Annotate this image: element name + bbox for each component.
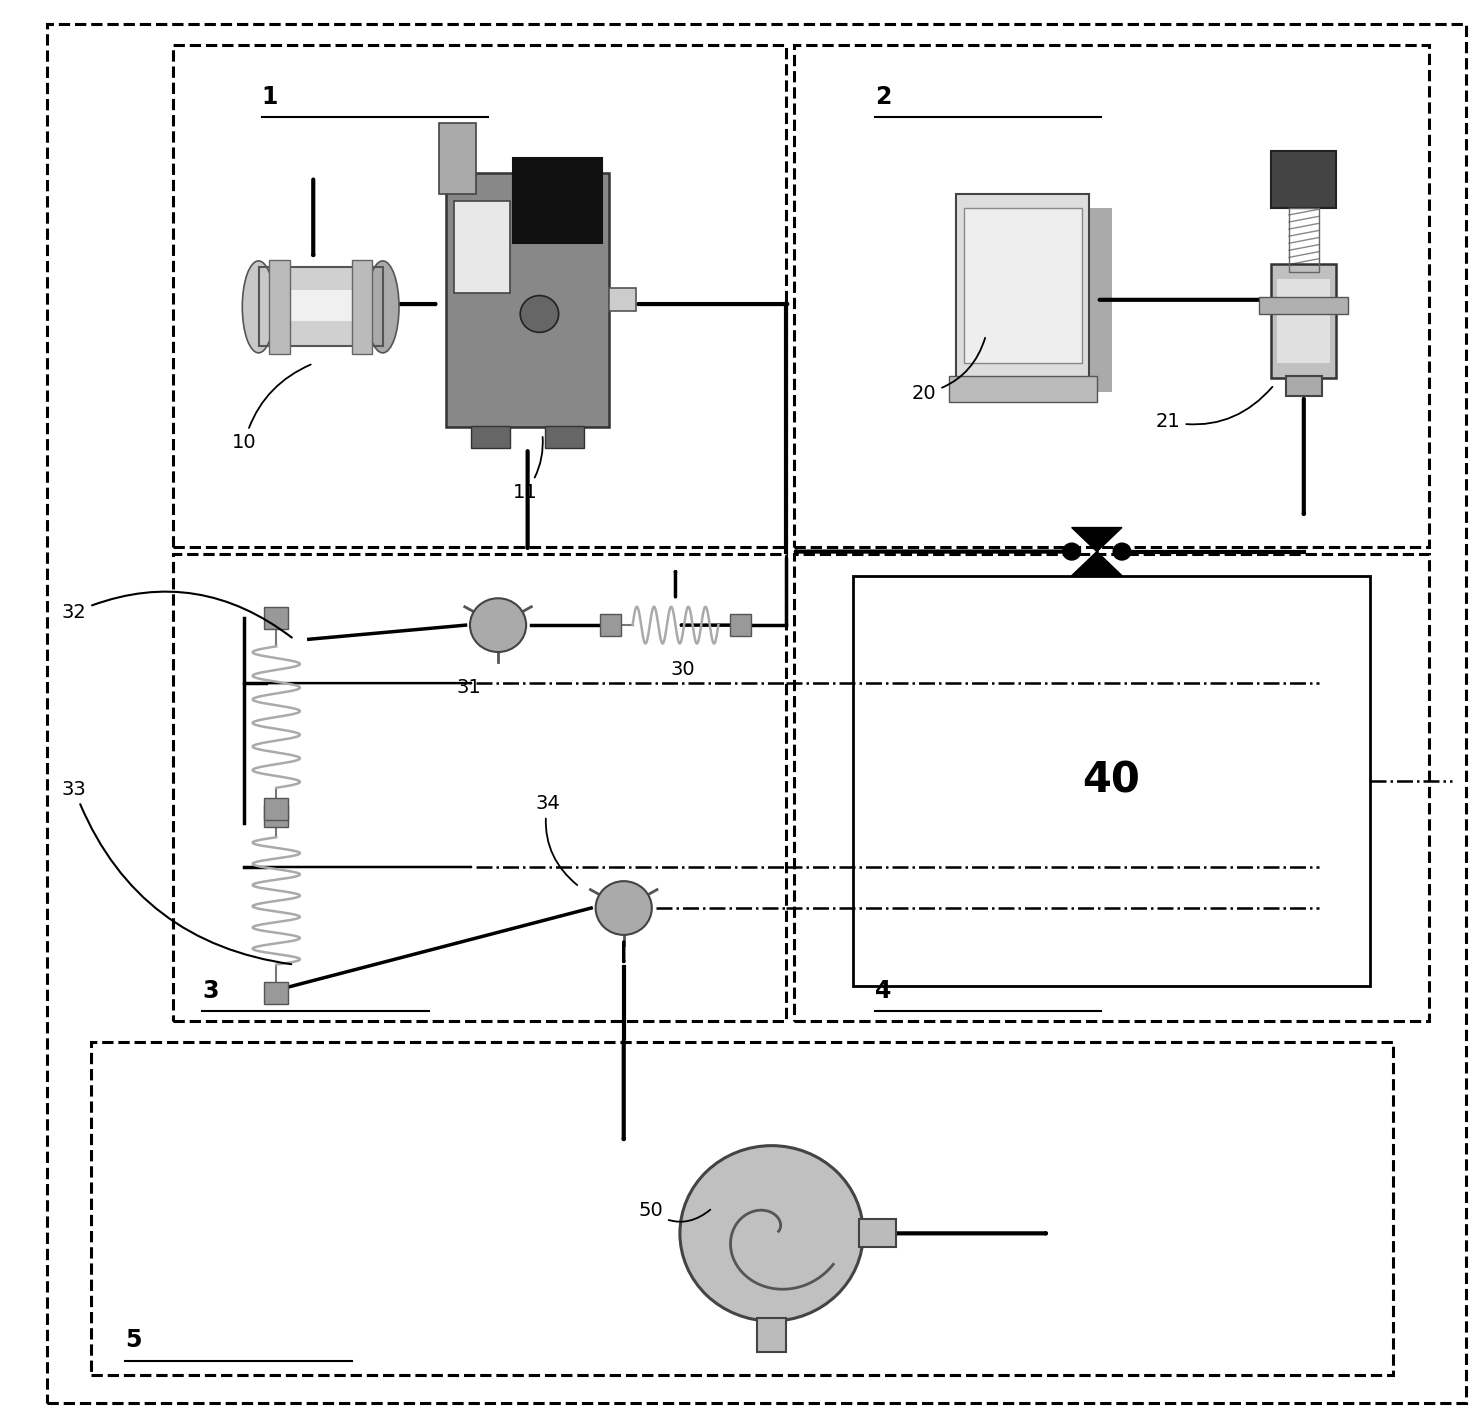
Bar xyxy=(978,207,1112,392)
Bar xyxy=(172,554,787,1021)
Bar xyxy=(1287,376,1322,396)
Ellipse shape xyxy=(595,882,651,934)
Bar xyxy=(258,267,383,346)
Bar xyxy=(963,207,1082,364)
Text: 33: 33 xyxy=(62,780,291,964)
Text: 30: 30 xyxy=(671,660,695,679)
Circle shape xyxy=(521,295,558,332)
Bar xyxy=(859,1220,896,1248)
Bar xyxy=(264,798,288,821)
Bar xyxy=(794,554,1429,1021)
Bar xyxy=(608,288,635,311)
Bar xyxy=(454,200,510,293)
Text: 11: 11 xyxy=(513,437,543,501)
Bar xyxy=(472,426,510,449)
Bar xyxy=(1272,152,1336,207)
Bar xyxy=(513,159,601,243)
Bar xyxy=(1278,278,1331,364)
Bar xyxy=(948,376,1097,402)
Circle shape xyxy=(680,1146,864,1321)
Bar xyxy=(600,613,620,636)
Bar xyxy=(956,193,1089,378)
Bar xyxy=(92,1042,1392,1375)
Bar xyxy=(264,805,288,828)
Bar xyxy=(447,172,608,427)
Polygon shape xyxy=(1071,551,1122,575)
Bar xyxy=(1272,264,1336,378)
Text: 21: 21 xyxy=(1156,386,1272,432)
Bar xyxy=(757,1318,787,1352)
Ellipse shape xyxy=(242,261,275,352)
Bar xyxy=(794,45,1429,547)
Text: 34: 34 xyxy=(536,794,577,885)
Text: 10: 10 xyxy=(232,365,310,453)
Bar xyxy=(545,426,583,449)
Ellipse shape xyxy=(367,261,399,352)
Polygon shape xyxy=(1071,528,1122,551)
Bar xyxy=(439,124,476,193)
Text: 50: 50 xyxy=(638,1201,711,1221)
Bar xyxy=(264,290,377,321)
Text: 32: 32 xyxy=(62,592,292,638)
Text: 4: 4 xyxy=(876,978,892,1003)
Bar xyxy=(269,260,289,354)
Text: 2: 2 xyxy=(876,85,892,109)
Ellipse shape xyxy=(470,598,527,652)
Bar xyxy=(264,981,288,1004)
Text: 20: 20 xyxy=(913,338,985,403)
Bar xyxy=(1290,207,1319,271)
Text: 1: 1 xyxy=(261,85,278,109)
Text: 3: 3 xyxy=(202,978,218,1003)
Circle shape xyxy=(1063,544,1080,559)
Text: 31: 31 xyxy=(456,677,481,697)
Text: 40: 40 xyxy=(1083,760,1141,802)
Bar xyxy=(172,45,787,547)
Text: 5: 5 xyxy=(126,1328,142,1352)
Bar xyxy=(352,260,372,354)
Bar xyxy=(1260,297,1347,314)
Bar xyxy=(730,613,751,636)
Circle shape xyxy=(1113,544,1131,559)
Bar xyxy=(853,575,1370,985)
Bar xyxy=(264,606,288,629)
Bar xyxy=(258,267,383,346)
